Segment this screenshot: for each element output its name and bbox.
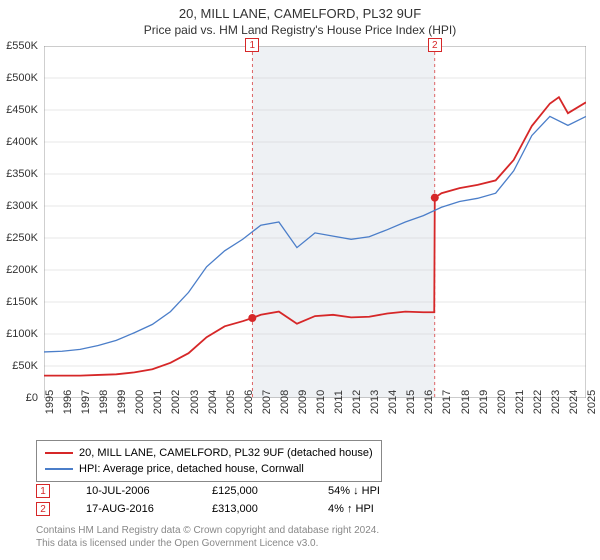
y-axis-label: £0 xyxy=(26,392,38,404)
x-axis-label: 2002 xyxy=(170,390,182,414)
event-row: 2 17-AUG-2016 £313,000 4% ↑ HPI xyxy=(36,500,380,518)
event-marker-icon: 2 xyxy=(36,502,50,516)
y-axis-label: £400K xyxy=(6,136,38,148)
chart-title: 20, MILL LANE, CAMELFORD, PL32 9UF xyxy=(0,6,600,21)
x-axis-label: 2016 xyxy=(423,390,435,414)
chart-area: £0£50K£100K£150K£200K£250K£300K£350K£400… xyxy=(44,46,586,398)
y-axis-label: £550K xyxy=(6,40,38,52)
y-axis-label: £100K xyxy=(6,328,38,340)
x-axis-label: 2008 xyxy=(279,390,291,414)
x-axis-label: 2004 xyxy=(207,390,219,414)
event-row: 1 10-JUL-2006 £125,000 54% ↓ HPI xyxy=(36,482,380,500)
x-axis-label: 1997 xyxy=(80,390,92,414)
event-marker-icon: 2 xyxy=(428,38,442,52)
footer: Contains HM Land Registry data © Crown c… xyxy=(36,524,379,550)
line-chart xyxy=(44,46,586,398)
x-axis-label: 2006 xyxy=(243,390,255,414)
event-price: £313,000 xyxy=(212,503,292,515)
x-axis-label: 2001 xyxy=(152,390,164,414)
x-axis-label: 2013 xyxy=(369,390,381,414)
x-axis-label: 2005 xyxy=(225,390,237,414)
x-axis-label: 2007 xyxy=(261,390,273,414)
x-axis-label: 2020 xyxy=(496,390,508,414)
x-axis-label: 2009 xyxy=(297,390,309,414)
y-axis-label: £50K xyxy=(12,360,38,372)
x-axis-label: 2014 xyxy=(387,390,399,414)
y-axis-label: £450K xyxy=(6,104,38,116)
y-axis-label: £300K xyxy=(6,200,38,212)
x-axis-label: 2012 xyxy=(351,390,363,414)
legend: 20, MILL LANE, CAMELFORD, PL32 9UF (deta… xyxy=(36,440,382,482)
x-axis-label: 2018 xyxy=(460,390,472,414)
event-price: £125,000 xyxy=(212,485,292,497)
x-axis-label: 2003 xyxy=(189,390,201,414)
x-axis-label: 2017 xyxy=(441,390,453,414)
footer-line: This data is licensed under the Open Gov… xyxy=(36,537,379,550)
y-axis-label: £150K xyxy=(6,296,38,308)
x-axis-label: 1995 xyxy=(44,390,56,414)
legend-label: HPI: Average price, detached house, Corn… xyxy=(79,463,304,475)
legend-item: 20, MILL LANE, CAMELFORD, PL32 9UF (deta… xyxy=(45,445,373,461)
x-axis-label: 1998 xyxy=(98,390,110,414)
event-pct: 54% ↓ HPI xyxy=(328,485,380,497)
event-table: 1 10-JUL-2006 £125,000 54% ↓ HPI 2 17-AU… xyxy=(36,482,380,518)
y-axis-label: £250K xyxy=(6,232,38,244)
x-axis-label: 2024 xyxy=(568,390,580,414)
y-axis-label: £200K xyxy=(6,264,38,276)
event-date: 10-JUL-2006 xyxy=(86,485,176,497)
footer-line: Contains HM Land Registry data © Crown c… xyxy=(36,524,379,537)
x-axis-label: 1996 xyxy=(62,390,74,414)
x-axis-label: 2015 xyxy=(405,390,417,414)
x-axis-label: 2000 xyxy=(134,390,146,414)
x-axis-label: 1999 xyxy=(116,390,128,414)
chart-subtitle: Price paid vs. HM Land Registry's House … xyxy=(0,23,600,37)
legend-label: 20, MILL LANE, CAMELFORD, PL32 9UF (deta… xyxy=(79,447,373,459)
legend-item: HPI: Average price, detached house, Corn… xyxy=(45,461,373,477)
event-marker-icon: 1 xyxy=(245,38,259,52)
y-axis-label: £500K xyxy=(6,72,38,84)
event-marker-icon: 1 xyxy=(36,484,50,498)
x-axis-label: 2011 xyxy=(333,390,345,414)
x-axis-label: 2025 xyxy=(586,390,598,414)
x-axis-label: 2021 xyxy=(514,390,526,414)
x-axis-label: 2010 xyxy=(315,390,327,414)
x-axis-label: 2023 xyxy=(550,390,562,414)
x-axis-label: 2022 xyxy=(532,390,544,414)
event-date: 17-AUG-2016 xyxy=(86,503,176,515)
y-axis-label: £350K xyxy=(6,168,38,180)
x-axis-label: 2019 xyxy=(478,390,490,414)
event-pct: 4% ↑ HPI xyxy=(328,503,374,515)
